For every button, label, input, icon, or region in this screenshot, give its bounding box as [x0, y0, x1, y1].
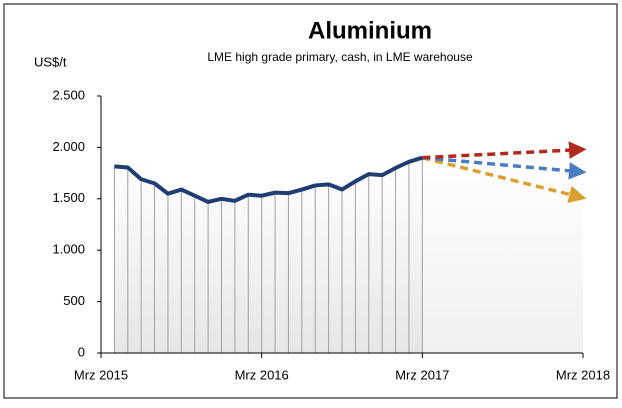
y-axis-label: US$/t: [34, 54, 67, 69]
y-tick-label: 0: [78, 344, 85, 359]
forecast-line: [421, 155, 587, 203]
y-tick-label: 1.500: [52, 190, 85, 205]
x-tick-label: Mrz 2017: [395, 367, 449, 382]
y-tick-label: 2.500: [52, 87, 85, 102]
x-tick-label: Mrz 2018: [556, 367, 610, 382]
chart-title: Aluminium: [308, 17, 432, 44]
forecast-area: [422, 149, 583, 353]
y-tick-label: 2.000: [52, 139, 85, 154]
area-fill: [114, 157, 423, 353]
x-tick-label: Mrz 2016: [235, 367, 289, 382]
data-line: [114, 155, 423, 204]
x-tick-label: Mrz 2015: [74, 367, 128, 382]
forecast-line: [422, 155, 587, 180]
chart-subtitle: LME high grade primary, cash, in LME war…: [207, 50, 473, 64]
y-tick-label: 1.000: [52, 242, 85, 257]
forecast-line: [422, 141, 587, 160]
y-tick-label: 500: [63, 293, 85, 308]
